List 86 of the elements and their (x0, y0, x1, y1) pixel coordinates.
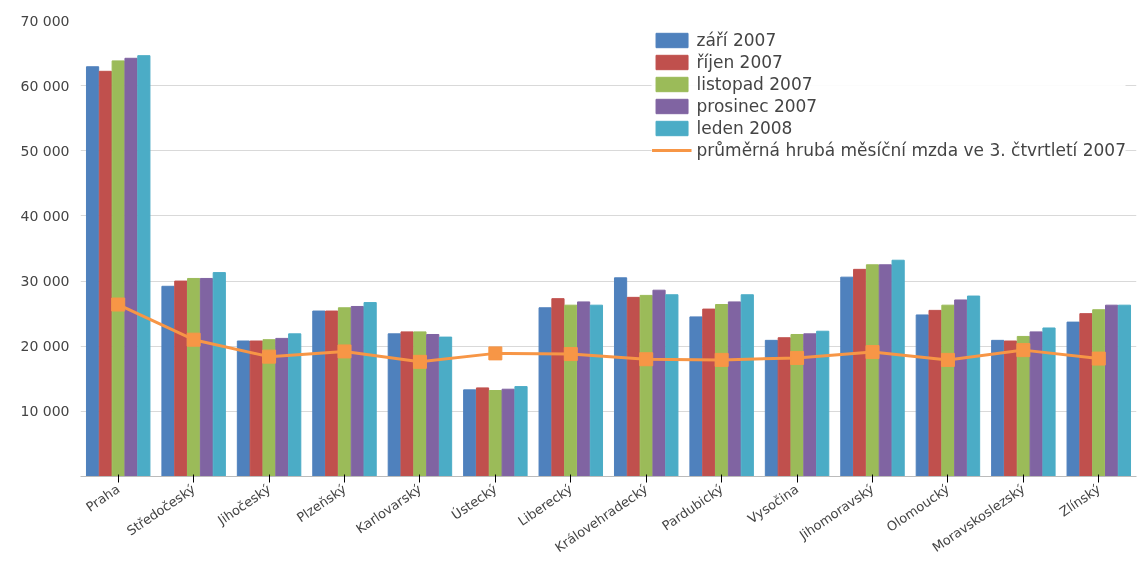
bar (1105, 304, 1119, 477)
legend-label: leden 2008 (696, 118, 793, 138)
bar (577, 301, 591, 477)
bar (438, 336, 453, 477)
y-tick-label: 20 000 (20, 338, 70, 355)
bar (803, 333, 817, 477)
bar (665, 294, 679, 477)
point (1016, 343, 1031, 358)
bar (1079, 313, 1093, 477)
bar (564, 304, 578, 477)
bar (891, 259, 905, 477)
bar (613, 277, 628, 477)
bar (236, 340, 251, 477)
y-tick-label: 60 000 (20, 77, 70, 94)
bar (941, 304, 955, 477)
bar (514, 386, 528, 477)
bar (488, 390, 502, 477)
bar (137, 55, 151, 477)
bar (764, 339, 779, 477)
bar (840, 276, 854, 477)
legend-label: listopad 2007 (696, 74, 813, 94)
point (337, 344, 352, 359)
bar (312, 310, 326, 477)
bar (124, 57, 138, 477)
bar (853, 268, 867, 477)
bar (111, 60, 125, 477)
point (111, 297, 126, 312)
bar (426, 333, 440, 477)
point (488, 346, 503, 361)
point (1091, 351, 1106, 366)
bar (928, 309, 942, 477)
bar (363, 302, 377, 477)
bar (639, 294, 653, 477)
bar (715, 304, 729, 477)
bar (337, 307, 352, 477)
y-tick-label: 40 000 (20, 207, 70, 224)
point (865, 345, 880, 360)
bar (501, 388, 515, 477)
bar (702, 308, 716, 477)
bar (954, 299, 968, 477)
bar (1066, 321, 1080, 477)
bar (475, 387, 490, 477)
bar (1117, 304, 1132, 477)
point (940, 352, 955, 367)
legend-label: průměrná hrubá měsíční mzda ve 3. čtvrtletí 2007 (696, 140, 1126, 160)
bar (187, 277, 201, 477)
y-tick-label: 70 000 (20, 12, 70, 29)
bar (991, 339, 1005, 477)
bar (966, 295, 981, 477)
bar (1003, 340, 1018, 477)
bar (174, 280, 188, 477)
point (262, 349, 277, 364)
bar (865, 264, 880, 477)
point (790, 350, 805, 365)
point (563, 347, 578, 362)
bar (463, 389, 477, 477)
legend-label: září 2007 (696, 30, 777, 50)
bar (161, 285, 175, 477)
bar (85, 66, 100, 477)
bar (98, 70, 112, 477)
bar (727, 301, 742, 477)
bar (1029, 331, 1043, 477)
bar (275, 337, 289, 477)
bar (288, 333, 302, 477)
point (714, 352, 729, 367)
point (639, 352, 654, 367)
bar (325, 310, 339, 477)
bar (199, 277, 214, 477)
point (412, 354, 427, 369)
bar (400, 331, 414, 477)
y-tick-label: 50 000 (20, 142, 70, 159)
point (186, 332, 201, 347)
legend-label: prosinec 2007 (696, 96, 818, 116)
bar (1092, 309, 1106, 477)
bar (538, 307, 552, 477)
legend-label: říjen 2007 (696, 52, 783, 72)
bar (551, 298, 565, 477)
bar (212, 272, 226, 477)
bar (740, 294, 754, 477)
bar (816, 330, 830, 477)
y-tick-label: 10 000 (20, 403, 70, 420)
bar (589, 304, 604, 477)
bar (689, 316, 703, 477)
bar (1042, 327, 1056, 477)
bar (652, 289, 666, 477)
y-tick-label: 30 000 (20, 273, 70, 290)
